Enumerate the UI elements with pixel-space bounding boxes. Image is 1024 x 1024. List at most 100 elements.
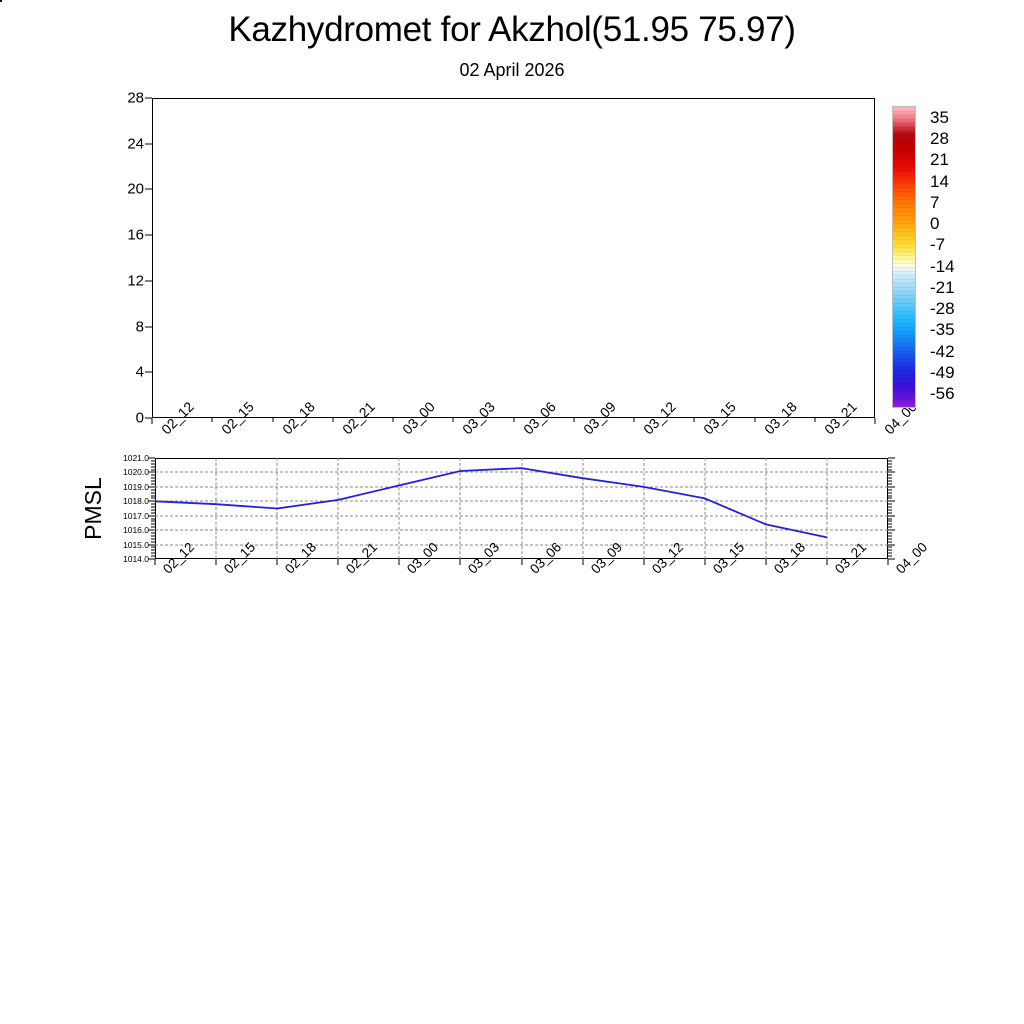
main-x-tick-mark (211, 418, 213, 422)
y-minor-tick (151, 541, 155, 543)
y-minor-tick (151, 512, 155, 514)
v-gridline (215, 458, 217, 559)
y-minor-tick (151, 492, 155, 494)
y-minor-tick-right (888, 460, 892, 462)
v-gridline (337, 458, 339, 559)
y-minor-tick (151, 538, 155, 540)
main-x-tick-mark (633, 418, 635, 422)
pmsl-y-tick-label: 1015.0 (123, 539, 149, 550)
pmsl-y-tick-label: 1020.0 (123, 467, 149, 478)
page-subtitle: 02 April 2026 (459, 60, 565, 80)
colorbar-label: 0 (930, 214, 940, 234)
y-minor-tick (151, 486, 155, 488)
pmsl-x-tick-mark (582, 559, 584, 565)
colorbar-label: -42 (930, 341, 955, 361)
y-minor-tick (151, 489, 155, 491)
y-minor-tick (151, 506, 155, 508)
colorbar-bands (893, 107, 915, 407)
page-title: Kazhydromet for Akzhol(51.95 75.97) (228, 10, 796, 49)
y-minor-tick (151, 509, 155, 511)
main-y-tick-label: 0 (135, 409, 144, 427)
y-minor-tick-right (888, 477, 892, 479)
y-minor-tick-right (888, 529, 892, 531)
colorbar-label: 14 (930, 171, 949, 191)
pmsl-y-tick-mark (148, 457, 155, 459)
colorbar-label: -35 (930, 320, 955, 340)
main-y-tick-label: 24 (127, 135, 144, 153)
y-minor-tick-right (888, 500, 892, 502)
y-minor-tick (151, 497, 155, 499)
pmsl-x-tick-mark (826, 559, 828, 565)
y-minor-tick (151, 546, 155, 548)
v-gridline (643, 458, 645, 559)
main-y-tick-mark (145, 97, 152, 99)
y-minor-tick-right (888, 549, 892, 551)
y-minor-tick (151, 518, 155, 520)
y-minor-tick-right (888, 523, 892, 525)
y-minor-tick-right (888, 544, 892, 546)
v-gridline (582, 458, 584, 559)
y-minor-tick (151, 471, 155, 473)
y-minor-tick (151, 463, 155, 465)
colorbar-label: -56 (930, 384, 955, 403)
y-minor-tick (151, 500, 155, 502)
y-minor-tick (151, 532, 155, 534)
main-y-tick-mark (145, 234, 152, 236)
main-y-tick-label: 8 (135, 318, 144, 336)
colorbar-label: -7 (930, 235, 946, 255)
pmsl-x-tick-mark (459, 559, 461, 565)
main-y-tick-mark (145, 188, 152, 190)
y-minor-tick-right (888, 546, 892, 548)
pmsl-x-tick-label: 04_00 (893, 539, 931, 577)
pmsl-x-tick-mark (154, 559, 156, 565)
pmsl-x-tick-mark (276, 559, 278, 565)
y-minor-tick-right (888, 492, 892, 494)
y-minor-tick-right (888, 518, 892, 520)
main-x-tick-mark (814, 418, 816, 422)
y-minor-tick-right (888, 471, 892, 473)
main-y-tick-mark (145, 280, 152, 282)
main-x-tick-mark (513, 418, 514, 422)
colorbar-label: -21 (930, 277, 955, 297)
v-gridline (398, 458, 400, 559)
pmsl-x-tick-mark (704, 559, 706, 565)
pmsl-axis-label: PMSL (79, 476, 106, 540)
y-minor-tick-right (888, 469, 892, 471)
main-y-tick-label: 12 (127, 272, 144, 290)
colorbar-label: 21 (930, 150, 949, 170)
main-x-tick-mark (452, 418, 454, 422)
upper-air-cross-section-panel: 0 4 8 12 16 20 24 28 02_12 02_15 02_18 02_21 03_00 0… (127, 90, 920, 438)
y-minor-tick (151, 544, 155, 546)
y-minor-tick (151, 549, 155, 551)
y-minor-tick-right (888, 552, 892, 554)
y-minor-tick-right (888, 541, 892, 543)
y-minor-tick (151, 466, 155, 468)
y-minor-tick-right (888, 495, 892, 496)
main-x-tick-mark (573, 418, 575, 422)
y-minor-tick (151, 474, 155, 476)
temperature-colorbar (892, 106, 916, 408)
y-minor-tick (151, 483, 155, 485)
y-minor-tick-right (888, 526, 892, 528)
pmsl-y-tick-label: 1021.0 (123, 453, 149, 463)
y-minor-tick (151, 503, 155, 505)
main-y-tick-label: 4 (135, 363, 144, 381)
pmsl-x-tick-mark (643, 559, 645, 565)
colorbar-label: -49 (930, 362, 955, 382)
main-y-tick-mark (145, 143, 152, 145)
y-minor-tick (151, 469, 155, 471)
y-minor-tick-right (888, 538, 892, 540)
y-minor-tick-right (888, 555, 892, 557)
pmsl-y-tick-mark-right (888, 457, 895, 459)
y-minor-tick-right (888, 506, 892, 508)
main-x-tick-mark (693, 418, 695, 422)
v-gridline (459, 458, 461, 559)
y-minor-tick-right (888, 515, 892, 517)
pmsl-line (154, 467, 828, 539)
main-y-tick-label: 20 (127, 180, 144, 198)
y-minor-tick (151, 555, 155, 557)
pmsl-y-tick-label: 1016.0 (123, 525, 149, 536)
main-x-tick-mark (151, 418, 153, 424)
y-minor-tick-right (888, 486, 892, 488)
